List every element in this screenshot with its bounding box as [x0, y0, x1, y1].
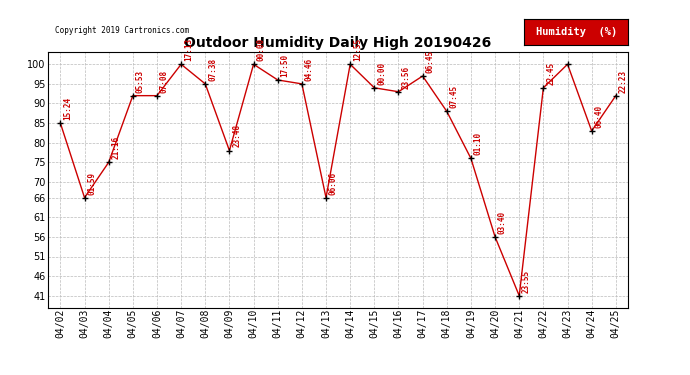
Text: Copyright 2019 Cartronics.com: Copyright 2019 Cartronics.com [55, 26, 189, 35]
Text: 01:59: 01:59 [88, 171, 97, 195]
Text: 07:38: 07:38 [208, 58, 217, 81]
Text: 00:00: 00:00 [257, 38, 266, 61]
Text: 22:45: 22:45 [546, 62, 555, 85]
Text: 22:23: 22:23 [619, 69, 628, 93]
Text: 12:55: 12:55 [353, 38, 362, 61]
Text: 01:10: 01:10 [474, 132, 483, 155]
Text: 17:13: 17:13 [184, 38, 193, 61]
Text: 04:46: 04:46 [305, 58, 314, 81]
Text: 06:40: 06:40 [595, 105, 604, 128]
Text: 23:56: 23:56 [402, 66, 411, 88]
Text: 21:16: 21:16 [112, 136, 121, 159]
Text: 23:55: 23:55 [522, 270, 531, 292]
Text: 23:48: 23:48 [233, 124, 241, 147]
Text: 07:45: 07:45 [450, 85, 459, 108]
Text: 00:00: 00:00 [377, 62, 386, 85]
Text: 06:06: 06:06 [329, 171, 338, 195]
Text: Humidity  (%): Humidity (%) [535, 27, 617, 37]
Text: 07:08: 07:08 [160, 69, 169, 93]
Text: 05:53: 05:53 [136, 69, 145, 93]
Text: 06:45: 06:45 [426, 50, 435, 73]
Text: 03:40: 03:40 [498, 211, 507, 234]
Text: 17:50: 17:50 [281, 54, 290, 77]
Title: Outdoor Humidity Daily High 20190426: Outdoor Humidity Daily High 20190426 [184, 36, 492, 50]
Text: 15:24: 15:24 [63, 97, 72, 120]
